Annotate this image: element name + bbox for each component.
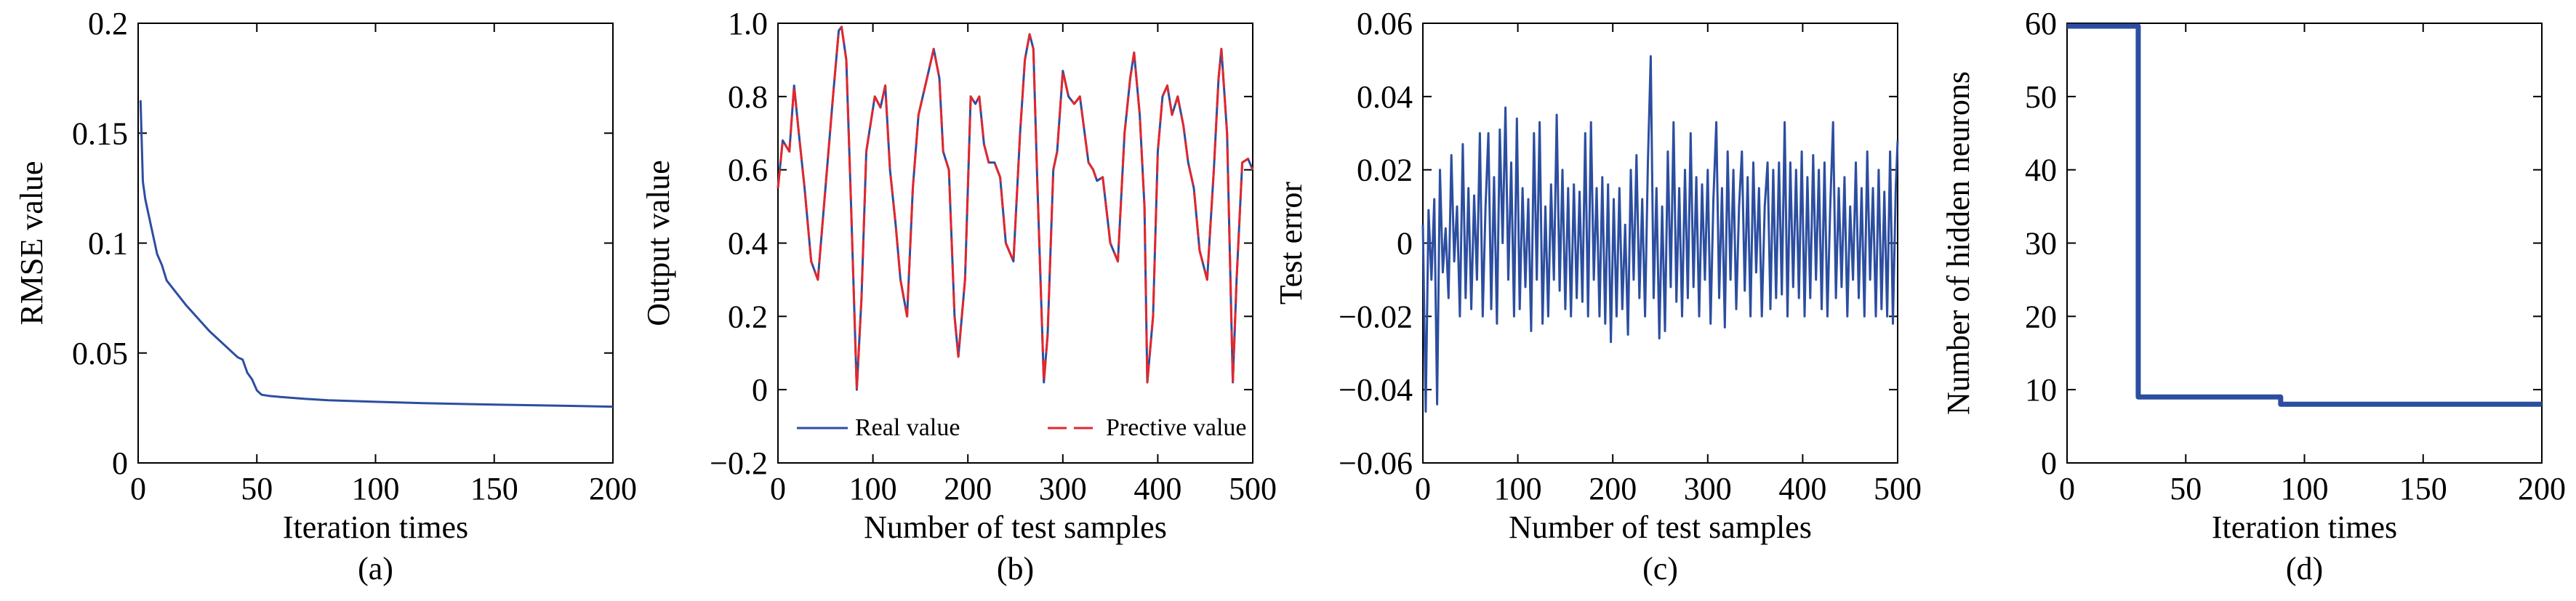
x-tick-label: 50 bbox=[2170, 471, 2202, 507]
x-tick-label: 200 bbox=[2518, 471, 2566, 507]
y-tick-label: −0.06 bbox=[1339, 445, 1413, 481]
chart-panel-2: 0 100 200 300 400 500−0.200.20.40.60.81.0Numb… bbox=[641, 6, 1277, 586]
x-tick-label: 200 bbox=[1589, 471, 1637, 507]
x-tick-label: 500 bbox=[1874, 471, 1922, 507]
x-tick-label: 200 bbox=[944, 471, 992, 507]
x-tick-label: 300 bbox=[1039, 471, 1087, 507]
chart-panel-3: 0 100 200 300 400 500 −0.06 −0.04 −0.02 0 0.02 0.04… bbox=[1273, 6, 1922, 586]
y-tick-label: 0.1 bbox=[88, 226, 128, 262]
x-axis-label: Iteration times bbox=[283, 509, 468, 545]
y-tick-label: 0.4 bbox=[728, 226, 768, 262]
y-tick-label: 10 bbox=[2025, 372, 2057, 408]
x-tick-label: 400 bbox=[1133, 471, 1181, 507]
y-axis-label: Test error bbox=[1273, 182, 1309, 305]
y-tick-label: 0.2 bbox=[728, 299, 768, 334]
y-tick-label: 60 bbox=[2025, 6, 2057, 41]
x-tick-label: 100 bbox=[849, 471, 897, 507]
y-tick-label: 30 bbox=[2025, 226, 2057, 262]
x-tick-label: 400 bbox=[1778, 471, 1826, 507]
y-tick-label: 20 bbox=[2025, 299, 2057, 334]
x-tick-label: 300 bbox=[1684, 471, 1732, 507]
y-tick-label: 0.6 bbox=[728, 153, 768, 188]
panel-caption: (a) bbox=[358, 551, 393, 586]
y-tick-label: 0 bbox=[1397, 226, 1413, 262]
series-line-1 bbox=[2067, 23, 2542, 407]
x-axis-label: Number of test samples bbox=[1509, 509, 1812, 545]
x-tick-label: 0 bbox=[130, 471, 146, 507]
x-tick-label: 0 bbox=[770, 471, 786, 507]
panel-caption: (b) bbox=[997, 551, 1034, 586]
y-tick-label: 0.04 bbox=[1357, 79, 1413, 115]
x-axis-label: Number of test samples bbox=[864, 509, 1167, 545]
x-tick-label: 0 bbox=[2059, 471, 2075, 507]
y-axis-label: Output value bbox=[641, 160, 676, 326]
x-tick-label: 150 bbox=[2399, 471, 2447, 507]
chart-panel-4: 0 50 100 150 200 0 10 20 30 40 50 60 Iteration times… bbox=[1941, 6, 2566, 586]
x-tick-label: 500 bbox=[1229, 471, 1277, 507]
plot-frame bbox=[137, 23, 614, 464]
y-tick-label: −0.04 bbox=[1339, 372, 1413, 408]
y-tick-label: 0.8 bbox=[728, 79, 768, 115]
x-tick-label: 100 bbox=[1494, 471, 1542, 507]
y-tick-label: 0 bbox=[2041, 445, 2057, 481]
x-tick-label: 100 bbox=[2281, 471, 2329, 507]
x-tick-label: 150 bbox=[470, 471, 518, 507]
y-tick-label: 0.15 bbox=[72, 116, 128, 151]
y-tick-label: 0.06 bbox=[1357, 6, 1413, 41]
y-axis-label: Number of hidden neurons bbox=[1941, 71, 1976, 415]
series-line-1 bbox=[1421, 55, 1899, 413]
y-tick-label: 0 bbox=[112, 445, 128, 481]
x-tick-label: 50 bbox=[241, 471, 273, 507]
series-line-1 bbox=[139, 100, 614, 408]
y-tick-label: 0.05 bbox=[72, 336, 128, 371]
y-tick-label: 0.2 bbox=[88, 6, 128, 41]
panel-caption: (d) bbox=[2286, 551, 2323, 586]
legend-label-2: Prective value bbox=[1106, 414, 1247, 441]
legend-label-1: Real value bbox=[855, 414, 960, 441]
y-tick-label: −0.02 bbox=[1339, 299, 1413, 334]
y-tick-label: 1.0 bbox=[728, 6, 768, 41]
series-line-2 bbox=[777, 25, 1254, 391]
y-tick-label: 0 bbox=[752, 372, 768, 408]
legend: Real value Prective value bbox=[797, 414, 1247, 441]
series-line-1 bbox=[777, 25, 1254, 391]
panel-caption: (c) bbox=[1642, 551, 1678, 586]
x-tick-label: 100 bbox=[352, 471, 400, 507]
y-axis-label: RMSE value bbox=[14, 161, 49, 325]
chart-panel-1: 0 50 100 150 200 0 0.05 0.1 0.15 0.2 Iteration tim… bbox=[14, 6, 637, 586]
x-axis-label: Iteration times bbox=[2212, 509, 2397, 545]
x-tick-label: 200 bbox=[589, 471, 637, 507]
y-tick-label: −0.2 bbox=[710, 445, 768, 481]
y-tick-label: 40 bbox=[2025, 153, 2057, 188]
y-tick-label: 50 bbox=[2025, 79, 2057, 115]
y-tick-label: 0.02 bbox=[1357, 153, 1413, 188]
x-tick-label: 0 bbox=[1415, 471, 1431, 507]
